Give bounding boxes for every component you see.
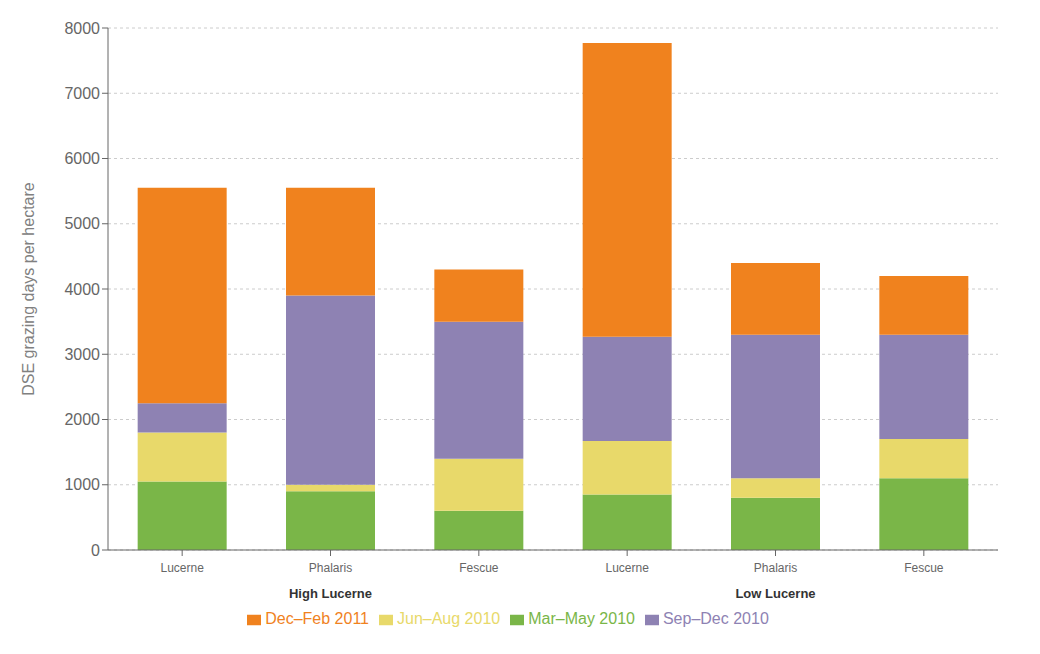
svg-text:Lucerne: Lucerne xyxy=(160,561,204,575)
html-text:Mar–May 2010: Mar–May 2010 xyxy=(528,610,635,627)
html-text:Dec–Feb 2011: Dec–Feb 2011 xyxy=(265,610,369,627)
svg-text:DSE grazing days per hectare: DSE grazing days per hectare xyxy=(20,182,37,396)
svg-text:Phalaris: Phalaris xyxy=(309,561,352,575)
svg-text:High Lucerne: High Lucerne xyxy=(289,586,372,601)
svg-text:1000: 1000 xyxy=(64,476,100,493)
svg-text:Phalaris: Phalaris xyxy=(754,561,797,575)
svg-text:7000: 7000 xyxy=(64,85,100,102)
svg-text:Fescue: Fescue xyxy=(904,561,944,575)
svg-text:8000: 8000 xyxy=(64,20,100,37)
svg-text:Low Lucerne: Low Lucerne xyxy=(735,586,815,601)
svg-text:Lucerne: Lucerne xyxy=(605,561,649,575)
svg-text:6000: 6000 xyxy=(64,150,100,167)
svg-text:5000: 5000 xyxy=(64,215,100,232)
svg-text:3000: 3000 xyxy=(64,346,100,363)
html-text:Jun–Aug 2010: Jun–Aug 2010 xyxy=(397,610,501,627)
svg-text:2000: 2000 xyxy=(64,411,100,428)
html-text:Sep–Dec 2010: Sep–Dec 2010 xyxy=(662,610,769,627)
svg-text:Fescue: Fescue xyxy=(459,561,499,575)
svg-text:0: 0 xyxy=(91,542,100,559)
svg-text:4000: 4000 xyxy=(64,281,100,298)
